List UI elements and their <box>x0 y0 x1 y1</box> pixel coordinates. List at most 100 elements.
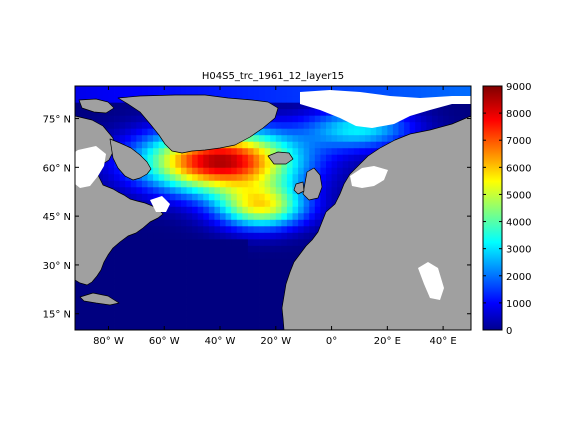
heatmap-cell <box>153 310 160 318</box>
heatmap-cell <box>197 303 204 311</box>
heatmap-cell <box>253 323 260 330</box>
heatmap-cell <box>459 86 466 90</box>
heatmap-cell <box>130 141 137 149</box>
heatmap-cell <box>186 154 193 162</box>
heatmap-cell <box>175 225 182 233</box>
heatmap-cell <box>303 212 310 220</box>
heatmap-cell <box>208 86 215 90</box>
heatmap-cell <box>275 134 282 142</box>
heatmap-cell <box>186 297 193 305</box>
heatmap-cell <box>431 121 438 129</box>
heatmap-cell <box>275 128 282 136</box>
land-iceland <box>267 151 294 165</box>
heatmap-cell <box>437 115 444 123</box>
heatmap-cell <box>320 86 327 90</box>
heatmap-cell <box>102 271 109 279</box>
heatmap-cell <box>281 199 288 207</box>
heatmap-cell <box>242 238 249 246</box>
heatmap-cell <box>270 245 277 253</box>
heatmap-cell <box>247 206 254 214</box>
heatmap-cell <box>214 232 221 240</box>
heatmap-cell <box>119 180 126 188</box>
heatmap-cell <box>147 225 154 233</box>
heatmap-cell <box>259 225 266 233</box>
heatmap-cell <box>192 193 199 201</box>
heatmap-cell <box>370 86 377 90</box>
heatmap-cell <box>125 284 132 292</box>
heatmap-cell <box>197 245 204 253</box>
heatmap-cell <box>147 186 154 194</box>
heatmap-cell <box>180 232 187 240</box>
heatmap-cell <box>270 86 277 90</box>
heatmap-cell <box>404 115 411 123</box>
heatmap-cell <box>264 310 271 318</box>
y-tick-label: 30° N <box>43 261 71 272</box>
heatmap-cell <box>236 271 243 279</box>
heatmap-cell <box>153 180 160 188</box>
heatmap-cell <box>225 154 232 162</box>
heatmap-cell <box>214 251 221 259</box>
heatmap-cell <box>415 115 422 123</box>
heatmap-cell <box>214 245 221 253</box>
heatmap-cell <box>158 238 165 246</box>
heatmap-cell <box>197 212 204 220</box>
heatmap-cell <box>141 154 148 162</box>
heatmap-cell <box>270 180 277 188</box>
heatmap-cell <box>197 264 204 272</box>
colorbar-tick-label: 3000 <box>506 245 531 256</box>
heatmap-cell <box>102 121 109 129</box>
heatmap-cell <box>136 89 143 97</box>
heatmap-cell <box>208 147 215 155</box>
heatmap-cell <box>164 86 171 90</box>
heatmap-cell <box>91 316 98 324</box>
heatmap-cell <box>465 89 471 97</box>
heatmap-cell <box>186 238 193 246</box>
heatmap-cell <box>192 167 199 175</box>
heatmap-cell <box>353 86 360 90</box>
heatmap-cell <box>325 86 332 90</box>
heatmap-cell <box>264 284 271 292</box>
heatmap-cell <box>448 86 455 90</box>
heatmap-cell <box>130 303 137 311</box>
heatmap-cell <box>314 108 321 116</box>
heatmap-cell <box>303 199 310 207</box>
heatmap-cell <box>253 232 260 240</box>
heatmap-cell <box>180 303 187 311</box>
heatmap-cell <box>264 297 271 305</box>
heatmap-cell <box>186 193 193 201</box>
heatmap-cell <box>186 316 193 324</box>
heatmap-cell <box>292 251 299 259</box>
heatmap-cell <box>192 186 199 194</box>
heatmap-cell <box>169 245 176 253</box>
heatmap-cell <box>192 212 199 220</box>
heatmap-cell <box>225 147 232 155</box>
heatmap-cell <box>153 173 160 181</box>
heatmap-cell <box>192 245 199 253</box>
heatmap-cell <box>136 86 143 90</box>
heatmap-cell <box>214 154 221 162</box>
heatmap-cell <box>102 258 109 266</box>
heatmap-cell <box>275 225 282 233</box>
heatmap-cell <box>247 180 254 188</box>
heatmap-cell <box>197 173 204 181</box>
heatmap-cell <box>192 277 199 285</box>
heatmap-cell <box>270 193 277 201</box>
heatmap-cell <box>214 303 221 311</box>
heatmap-cell <box>114 284 121 292</box>
heatmap-cell <box>454 108 461 116</box>
heatmap-cell <box>97 95 104 103</box>
heatmap-cell <box>331 141 338 149</box>
heatmap-cell <box>264 86 271 90</box>
heatmap-cell <box>208 89 215 97</box>
heatmap-cell <box>158 180 165 188</box>
heatmap-cell <box>169 225 176 233</box>
heatmap-cell <box>180 160 187 168</box>
heatmap-cell <box>130 108 137 116</box>
heatmap-cell <box>286 108 293 116</box>
heatmap-cell <box>242 173 249 181</box>
heatmap-cell <box>314 199 321 207</box>
heatmap-cell <box>208 284 215 292</box>
heatmap-cell <box>259 160 266 168</box>
heatmap-cell <box>398 89 405 97</box>
heatmap-cell <box>270 147 277 155</box>
